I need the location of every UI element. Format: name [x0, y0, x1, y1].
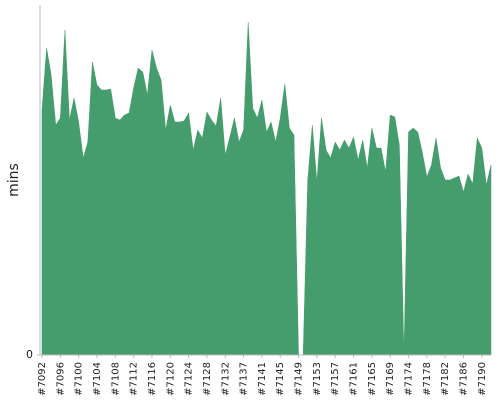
x-tick-label: #7132 — [220, 362, 231, 396]
x-tick-label: #7104 — [92, 362, 103, 396]
x-tick-label: #7174 — [404, 362, 415, 396]
x-tick-label: #7178 — [422, 362, 433, 396]
x-tick-label: #7120 — [165, 362, 176, 396]
x-tick-label: #7145 — [275, 362, 286, 396]
y-axis-label: mins — [6, 163, 22, 197]
x-tick-label: #7169 — [385, 362, 396, 396]
x-tick-label: #7096 — [55, 362, 66, 396]
x-tick-label: #7116 — [147, 362, 158, 396]
x-tick-label: #7112 — [129, 362, 140, 396]
x-tick-label: #7128 — [202, 362, 213, 396]
area — [41, 21, 492, 356]
x-tick-label: #7161 — [349, 362, 360, 396]
x-tick-label: #7141 — [257, 362, 268, 396]
x-tick-label: #7149 — [294, 362, 305, 396]
x-tick-label: #7157 — [330, 362, 341, 396]
x-tick-label: #7186 — [459, 362, 470, 396]
x-tick-label: #7092 — [37, 362, 48, 396]
x-tick-label: #7165 — [367, 362, 378, 396]
x-tick-label: #7182 — [440, 362, 451, 396]
x-tick-label: #7153 — [312, 362, 323, 396]
x-tick-label: #7100 — [74, 362, 85, 396]
x-tick-label: #7137 — [239, 362, 250, 396]
y-tick-label: 0 — [26, 348, 33, 361]
x-tick-label: #7124 — [184, 362, 195, 396]
x-tick-label: #7190 — [477, 362, 488, 396]
x-tick-label: #7108 — [110, 362, 121, 396]
